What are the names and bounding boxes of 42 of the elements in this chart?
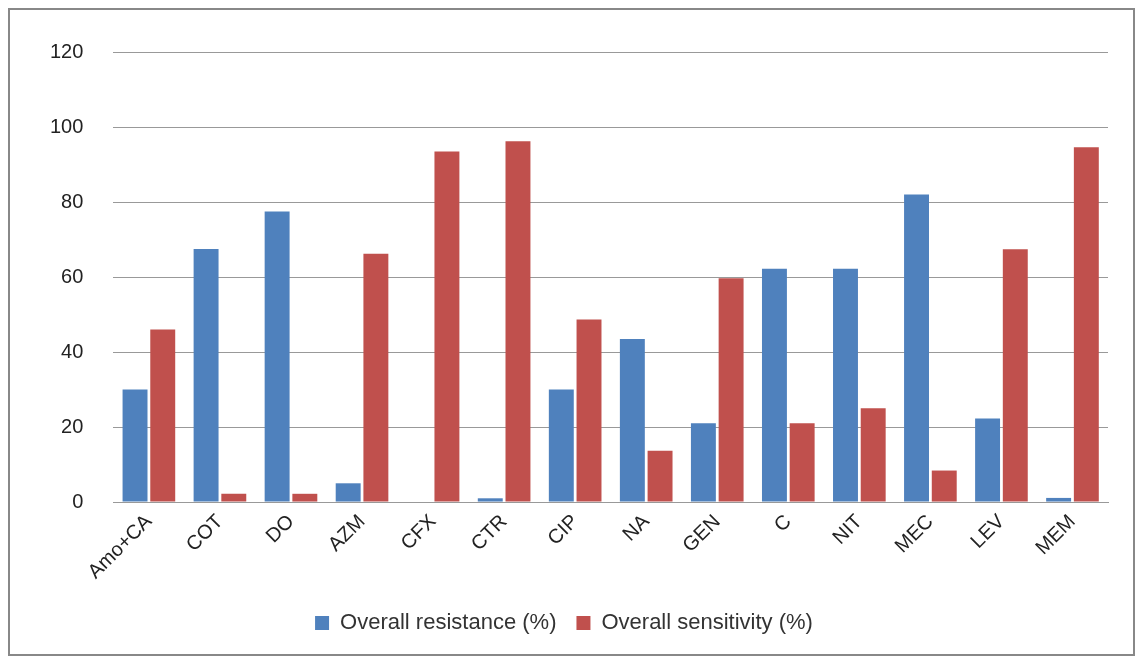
bar — [193, 248, 219, 502]
bar — [576, 319, 602, 502]
bar — [718, 278, 744, 502]
legend-label: Overall sensitivity (%) — [601, 609, 813, 635]
x-tick-label: NA — [617, 509, 654, 545]
x-tick-label: C — [769, 509, 796, 536]
bar — [1073, 147, 1099, 502]
bar — [789, 423, 815, 502]
bar — [860, 408, 886, 502]
legend-label: Overall resistance (%) — [340, 609, 557, 635]
y-tick-label: 40 — [61, 339, 84, 362]
bar — [363, 253, 389, 502]
y-tick-label: 100 — [49, 114, 84, 137]
bar — [761, 268, 787, 502]
y-tick-label: 60 — [61, 264, 84, 287]
bar — [505, 141, 531, 502]
bar — [221, 493, 247, 502]
bar — [122, 389, 148, 502]
bar — [434, 151, 460, 502]
bar — [975, 418, 1001, 502]
x-tick-label: CTR — [466, 509, 511, 555]
bar — [150, 329, 176, 502]
bar — [548, 389, 574, 502]
bar — [833, 268, 858, 502]
bar — [264, 211, 290, 502]
y-tick-label: 20 — [61, 414, 84, 437]
bar — [477, 498, 503, 502]
y-tick-label: 0 — [72, 489, 84, 512]
bar — [647, 450, 673, 502]
bar — [292, 493, 318, 502]
bar — [904, 194, 929, 502]
bar — [1046, 497, 1072, 502]
bar — [1002, 249, 1028, 502]
y-tick-label: 120 — [49, 39, 84, 62]
bar — [335, 483, 361, 502]
x-tick-label: NIT — [827, 509, 867, 549]
x-tick-label: DO — [260, 509, 298, 547]
bar — [931, 470, 957, 502]
y-tick-label: 80 — [61, 189, 84, 212]
bar — [690, 423, 716, 502]
bar — [619, 338, 645, 502]
x-tick-label: CIP — [542, 509, 582, 549]
